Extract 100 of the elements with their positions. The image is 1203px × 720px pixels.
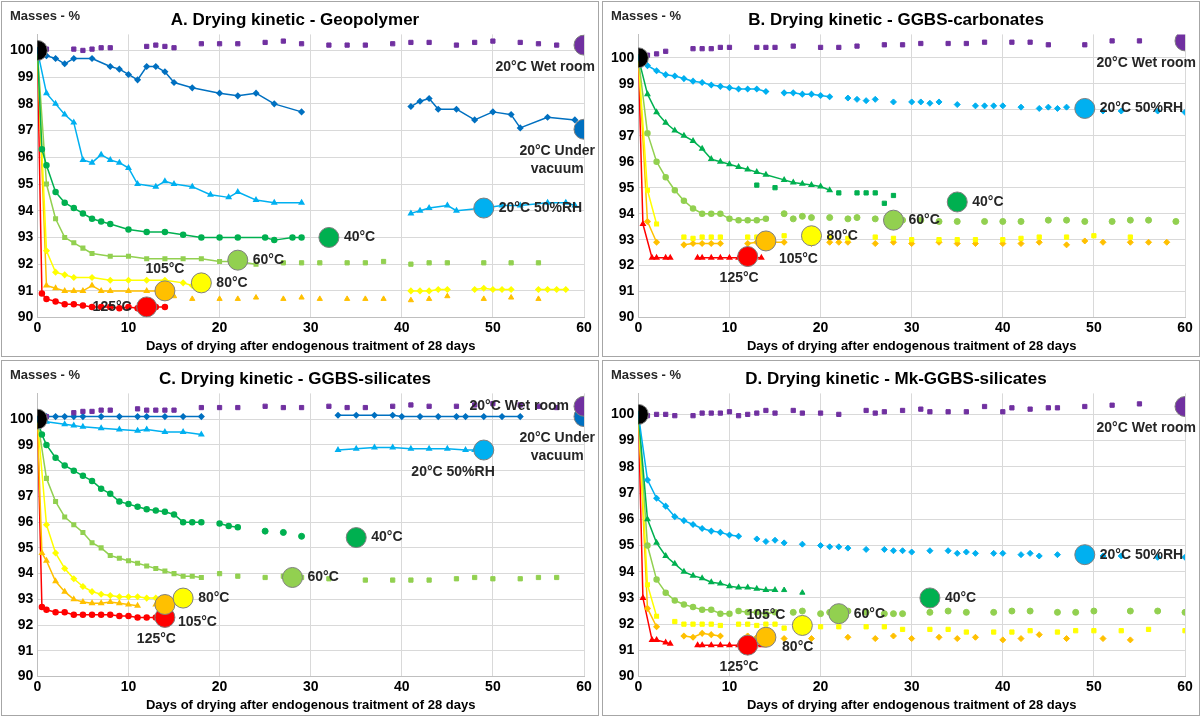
y-axis-title: Masses - % — [10, 367, 81, 383]
x-axis-title: Days of drying after endogenous traitment of 28 days — [746, 696, 1077, 712]
x-tick-label: 60 — [1177, 318, 1193, 335]
chart-title: A. Drying kinetic - Geopolymer — [170, 9, 420, 29]
y-tick-label: 95 — [17, 174, 34, 191]
y-tick-label: 98 — [618, 457, 635, 474]
x-tick-label: 0 — [33, 677, 42, 694]
x-tick-label: 50 — [1086, 318, 1102, 335]
series-label: 20°C Wet room — [469, 397, 570, 414]
y-tick-label: 94 — [17, 201, 34, 218]
series-label: 80°C — [198, 588, 230, 605]
x-tick-label: 20 — [812, 318, 829, 335]
series-label: 80°C — [782, 638, 814, 655]
y-tick-label: 100 — [10, 41, 34, 58]
y-tick-label: 100 — [611, 48, 635, 65]
x-tick-label: 10 — [120, 318, 137, 335]
series-label: 40°C — [371, 528, 403, 545]
series-label: 60°C — [908, 211, 940, 228]
y-tick-label: 91 — [618, 641, 635, 658]
series-label: 125°C — [136, 630, 176, 647]
x-tick-label: 20 — [812, 677, 829, 694]
series-label: 20°C Wet room — [1096, 419, 1197, 436]
x-tick-label: 40 — [995, 318, 1011, 335]
y-axis-title: Masses - % — [611, 367, 682, 383]
x-tick-label: 10 — [721, 677, 738, 694]
series-label: 60°C — [252, 251, 285, 268]
y-tick-label: 93 — [17, 590, 34, 607]
x-tick-label: 30 — [302, 318, 319, 335]
series-label: 20°C Wet room — [495, 57, 596, 74]
y-tick-label: 98 — [17, 94, 34, 111]
x-tick-label: 10 — [120, 677, 137, 694]
y-tick-label: 94 — [17, 564, 34, 581]
y-tick-label: 96 — [17, 148, 34, 165]
y-tick-label: 98 — [17, 461, 34, 478]
y-tick-label: 100 — [611, 405, 635, 422]
x-tick-label: 60 — [576, 318, 592, 335]
y-tick-label: 93 — [618, 588, 635, 605]
y-tick-label: 90 — [17, 308, 34, 325]
x-tick-label: 40 — [394, 318, 410, 335]
series-label: 105°C — [177, 613, 217, 630]
x-tick-label: 60 — [576, 677, 592, 694]
x-tick-label: 30 — [903, 677, 920, 694]
y-tick-label: 91 — [618, 282, 635, 299]
chart-title: D. Drying kinetic - Mk-GGBS-silicates — [745, 368, 1047, 388]
x-tick-label: 40 — [394, 677, 410, 694]
y-tick-label: 92 — [17, 255, 34, 272]
y-tick-label: 92 — [17, 615, 34, 632]
series-label: 105°C — [145, 259, 185, 276]
x-tick-label: 60 — [1177, 677, 1193, 694]
series-label: 125°C — [719, 657, 759, 674]
y-tick-label: 94 — [618, 562, 635, 579]
chart-title: B. Drying kinetic - GGBS-carbonates — [748, 9, 1044, 29]
series-label: 20°C 50%RH — [411, 462, 495, 479]
y-tick-label: 100 — [10, 410, 34, 426]
y-tick-label: 96 — [618, 152, 635, 169]
series-label: 20°C Under vacuum — [519, 429, 596, 464]
series-label: 20°C 50%RH — [1099, 99, 1184, 116]
series-label: 20°C Wet room — [1096, 53, 1197, 70]
y-tick-label: 92 — [618, 615, 635, 632]
y-tick-label: 99 — [17, 435, 34, 452]
y-tick-label: 95 — [618, 178, 635, 195]
chart-title: C. Drying kinetic - GGBS-silicates — [158, 368, 432, 388]
y-tick-label: 93 — [17, 228, 34, 245]
x-tick-label: 30 — [302, 677, 319, 694]
x-tick-label: 20 — [211, 677, 228, 694]
y-axis-title: Masses - % — [10, 8, 81, 24]
y-tick-label: 90 — [618, 667, 635, 684]
x-tick-label: 30 — [903, 318, 920, 335]
y-tick-label: 97 — [17, 487, 34, 504]
y-axis-title: Masses - % — [611, 8, 682, 24]
series-label: 40°C — [343, 228, 376, 245]
y-tick-label: 99 — [618, 74, 635, 91]
series-label: 80°C — [216, 273, 248, 290]
y-tick-label: 99 — [17, 68, 34, 85]
series-label: 125°C — [719, 269, 759, 286]
y-tick-label: 95 — [618, 536, 635, 553]
y-tick-label: 95 — [17, 538, 34, 555]
y-tick-label: 92 — [618, 256, 635, 273]
y-tick-label: 91 — [17, 641, 34, 658]
x-axis-title: Days of drying after endogenous traitment of 28 days — [145, 337, 476, 353]
x-tick-label: 10 — [721, 318, 738, 335]
series-label: 60°C — [307, 568, 339, 585]
series-label: 80°C — [826, 226, 858, 243]
y-tick-label: 97 — [17, 121, 34, 138]
series-label: 20°C 50%RH — [1099, 545, 1184, 562]
x-tick-label: 50 — [485, 318, 501, 335]
y-tick-label: 97 — [618, 126, 635, 143]
x-axis-title: Days of drying after endogenous traitment of 28 days — [746, 337, 1077, 353]
series-label: 20°C Under vacuum — [519, 142, 596, 177]
y-tick-label: 90 — [618, 308, 635, 325]
series-label: 40°C — [944, 588, 977, 605]
y-tick-label: 96 — [618, 510, 635, 527]
x-tick-label: 0 — [634, 677, 643, 694]
y-tick-label: 99 — [618, 431, 635, 448]
x-tick-label: 20 — [211, 318, 228, 335]
y-tick-label: 97 — [618, 483, 635, 500]
x-tick-label: 50 — [485, 677, 501, 694]
y-tick-label: 98 — [618, 100, 635, 117]
y-tick-label: 96 — [17, 512, 34, 529]
series-label: 105°C — [778, 249, 818, 266]
